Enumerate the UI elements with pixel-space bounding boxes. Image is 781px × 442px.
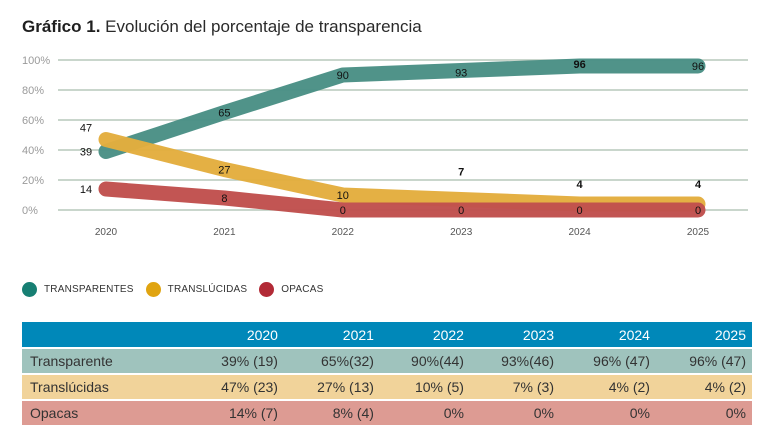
table-cell: 10% (5)	[379, 373, 470, 400]
table-header-row: 2020 2021 2022 2023 2024 2025	[22, 322, 752, 348]
data-label-transparentes: 96	[692, 61, 704, 73]
table-header-cell: 2024	[560, 322, 656, 348]
x-tick-label: 2020	[95, 227, 118, 238]
table-header-cell: 2020	[188, 322, 284, 348]
data-label-transparentes: 96	[573, 59, 585, 71]
chart-title: Gráfico 1. Evolución del porcentaje de t…	[22, 17, 422, 37]
table-cell: 93%(46)	[469, 347, 560, 374]
y-tick-label: 20%	[22, 175, 44, 187]
legend-swatch-opacas	[259, 282, 275, 297]
data-label-translucidas: 10	[337, 190, 349, 202]
series-lines	[98, 58, 706, 218]
table-cell: 4% (2)	[560, 373, 656, 400]
y-axis-ticks: 0% 20% 40% 60% 80% 100%	[22, 55, 50, 217]
data-label-translucidas: 27	[218, 165, 230, 177]
chart-legend: TRANSPARENTES TRANSLÚCIDAS OPACAS	[22, 282, 335, 297]
data-label-opacas: 0	[458, 205, 464, 217]
table-row: Opacas 14% (7) 8% (4) 0% 0% 0% 0%	[22, 399, 752, 425]
legend-label-opacas: OPACAS	[281, 284, 324, 295]
x-tick-label: 2022	[332, 227, 355, 238]
y-tick-label: 0%	[22, 205, 38, 217]
data-labels: 39 65 90 93 96 96 47 27 10 7 4 4 14 8 0 0 0 0	[80, 59, 704, 217]
x-tick-label: 2021	[213, 227, 236, 238]
legend-swatch-transparentes	[22, 282, 37, 297]
table-header-cell: 2023	[469, 322, 560, 348]
data-label-translucidas: 47	[80, 123, 92, 135]
legend-item-translucidas[interactable]: TRANSLÚCIDAS	[145, 282, 248, 297]
y-tick-label: 40%	[22, 145, 44, 157]
legend-label-translucidas: TRANSLÚCIDAS	[167, 284, 248, 295]
y-tick-label: 60%	[22, 115, 44, 127]
legend-swatch-translucidas	[145, 282, 161, 297]
table-row: Transparente 39% (19) 65%(32) 90%(44) 93…	[22, 347, 752, 374]
chart-title-number: Gráfico 1.	[22, 17, 101, 36]
table-cell: 96% (47)	[655, 347, 752, 374]
x-tick-label: 2025	[687, 227, 710, 238]
data-label-opacas: 14	[80, 184, 92, 196]
data-label-transparentes: 90	[337, 70, 349, 82]
legend-label-transparentes: TRANSPARENTES	[44, 284, 134, 295]
data-table: 2020 2021 2022 2023 2024 2025 Transparen…	[22, 322, 752, 425]
x-tick-label: 2023	[450, 227, 473, 238]
table-header-cell: 2022	[379, 322, 470, 348]
data-label-transparentes: 39	[80, 147, 92, 159]
table-cell: 39% (19)	[188, 347, 284, 374]
x-tick-label: 2024	[568, 227, 591, 238]
table-row: Translúcidas 47% (23) 27% (13) 10% (5) 7…	[22, 373, 752, 400]
table-cell: 96% (47)	[560, 347, 656, 374]
chart-title-text: Evolución del porcentaje de transparenci…	[100, 17, 422, 36]
table-cell: 27% (13)	[283, 373, 380, 400]
series-line-opacas	[98, 181, 706, 218]
series-line-transparentes	[98, 58, 706, 159]
table-cell: 47% (23)	[188, 373, 284, 400]
table-cell: 90%(44)	[379, 347, 470, 374]
data-label-translucidas: 4	[695, 179, 702, 191]
data-label-transparentes: 65	[218, 108, 230, 120]
data-label-opacas: 0	[695, 205, 701, 217]
data-label-translucidas: 7	[458, 167, 464, 179]
data-label-opacas: 0	[340, 205, 346, 217]
row-label: Translúcidas	[22, 373, 188, 400]
table-cell: 4% (2)	[655, 373, 752, 400]
table-cell: 8% (4)	[283, 399, 380, 425]
table-cell: 0%	[469, 399, 560, 425]
table-cell: 0%	[655, 399, 752, 425]
table-cell: 7% (3)	[469, 373, 560, 400]
table-cell: 65%(32)	[283, 347, 380, 374]
data-label-translucidas: 4	[577, 179, 584, 191]
y-tick-label: 100%	[22, 55, 50, 67]
data-label-opacas: 8	[221, 193, 227, 205]
table-cell: 0%	[560, 399, 656, 425]
table-header-cell	[22, 322, 188, 348]
table-header-cell: 2025	[655, 322, 752, 348]
row-label: Transparente	[22, 347, 188, 374]
y-tick-label: 80%	[22, 85, 44, 97]
table-header-cell: 2021	[283, 322, 380, 348]
row-label: Opacas	[22, 399, 188, 425]
data-label-opacas: 0	[577, 205, 583, 217]
x-axis-ticks: 2020 2021 2022 2023 2024 2025	[95, 227, 710, 238]
table-cell: 14% (7)	[188, 399, 284, 425]
data-label-transparentes: 93	[455, 68, 467, 80]
legend-item-transparentes[interactable]: TRANSPARENTES	[22, 282, 134, 297]
line-chart: 0%20%40%60%80%100% 2020 2021 2022 2023 2024 2…	[22, 55, 748, 238]
legend-item-opacas[interactable]: OPACAS	[259, 282, 323, 297]
table-cell: 0%	[379, 399, 470, 425]
